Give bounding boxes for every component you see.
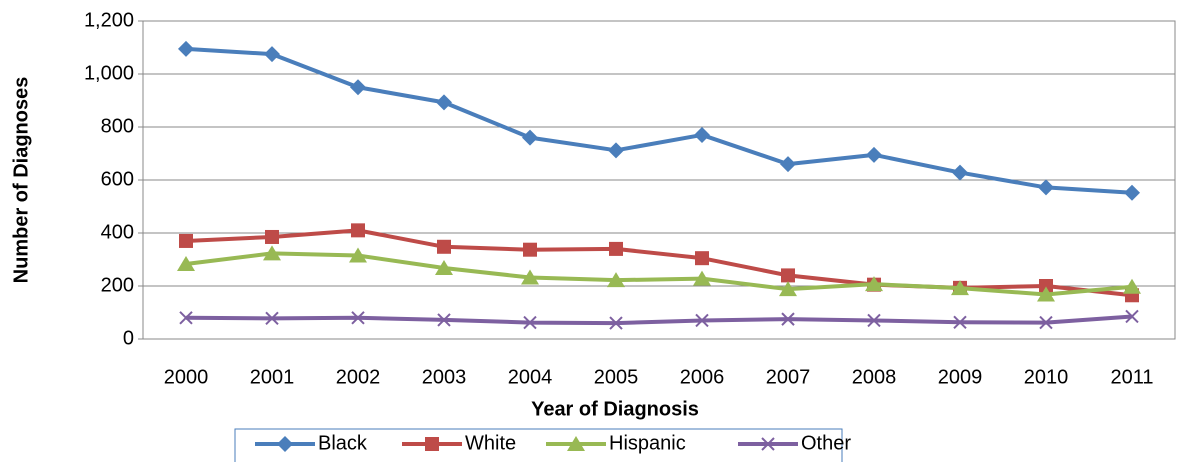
- y-axis-title: Number of Diagnoses: [10, 77, 32, 284]
- x-tick-label: 2005: [594, 366, 639, 388]
- marker: [179, 233, 193, 248]
- marker: [179, 311, 193, 325]
- marker: [437, 239, 451, 254]
- marker: [953, 315, 967, 330]
- marker: [425, 437, 439, 451]
- marker: [178, 40, 194, 57]
- y-tick-label: 0: [123, 327, 134, 349]
- series-line: [185, 46, 1133, 195]
- x-tick-label: 2002: [336, 366, 381, 388]
- marker: [609, 316, 623, 330]
- series-line: [185, 251, 1133, 297]
- marker: [435, 259, 453, 275]
- marker: [695, 251, 709, 266]
- marker: [523, 242, 537, 257]
- marker: [351, 223, 365, 238]
- x-tick-label: 2009: [938, 366, 983, 388]
- marker: [177, 256, 195, 272]
- marker: [264, 46, 280, 63]
- marker: [263, 245, 281, 261]
- x-tick-label: 2008: [852, 366, 897, 388]
- marker: [277, 436, 293, 452]
- marker: [761, 437, 775, 451]
- marker: [608, 142, 624, 159]
- x-tick-label: 2010: [1024, 366, 1069, 388]
- y-tick-label: 1,000: [84, 62, 134, 84]
- marker: [1039, 315, 1053, 330]
- x-tick-label: 2011: [1110, 366, 1153, 388]
- marker: [1038, 179, 1054, 196]
- marker: [609, 241, 623, 256]
- marker: [351, 311, 365, 325]
- x-tick-label: 2000: [164, 366, 209, 388]
- marker: [695, 313, 709, 328]
- legend-label: Hispanic: [609, 432, 686, 454]
- y-tick-label: 800: [101, 115, 134, 137]
- legend-box: [234, 428, 843, 462]
- marker: [436, 94, 452, 111]
- marker: [951, 280, 969, 296]
- marker: [952, 164, 968, 181]
- legend-label: White: [465, 432, 516, 454]
- marker: [865, 276, 883, 292]
- x-tick-label: 2006: [680, 366, 725, 388]
- marker: [607, 272, 625, 288]
- y-tick-label: 200: [101, 274, 134, 296]
- marker: [694, 126, 710, 143]
- y-tick-label: 400: [101, 221, 134, 243]
- x-tick-label: 2001: [250, 366, 295, 388]
- x-tick-label: 2003: [422, 366, 467, 388]
- y-tick-label: 1,200: [84, 9, 134, 31]
- marker: [437, 313, 451, 327]
- marker: [1124, 184, 1140, 201]
- marker: [781, 268, 795, 283]
- marker: [265, 229, 279, 244]
- marker: [693, 270, 711, 286]
- legend-label: Other: [801, 432, 851, 454]
- marker: [1123, 278, 1141, 294]
- marker: [567, 436, 585, 451]
- marker: [349, 247, 367, 263]
- marker: [1039, 279, 1053, 293]
- plot-border: [142, 20, 1176, 340]
- marker: [350, 79, 366, 96]
- x-tick-label: 2007: [766, 366, 811, 388]
- marker: [780, 156, 796, 173]
- marker: [522, 129, 538, 146]
- marker: [265, 311, 279, 326]
- y-tick-label: 600: [101, 168, 134, 190]
- x-axis-title: Year of Diagnosis: [531, 398, 699, 420]
- marker: [781, 312, 795, 326]
- marker: [866, 146, 882, 163]
- marker: [1125, 309, 1139, 324]
- marker: [521, 269, 539, 285]
- x-tick-label: 2004: [508, 366, 553, 388]
- marker: [867, 313, 881, 328]
- series-line: [185, 314, 1133, 326]
- legend-label: Black: [318, 432, 368, 454]
- marker: [1037, 286, 1055, 302]
- marker: [523, 315, 537, 330]
- marker: [779, 281, 797, 297]
